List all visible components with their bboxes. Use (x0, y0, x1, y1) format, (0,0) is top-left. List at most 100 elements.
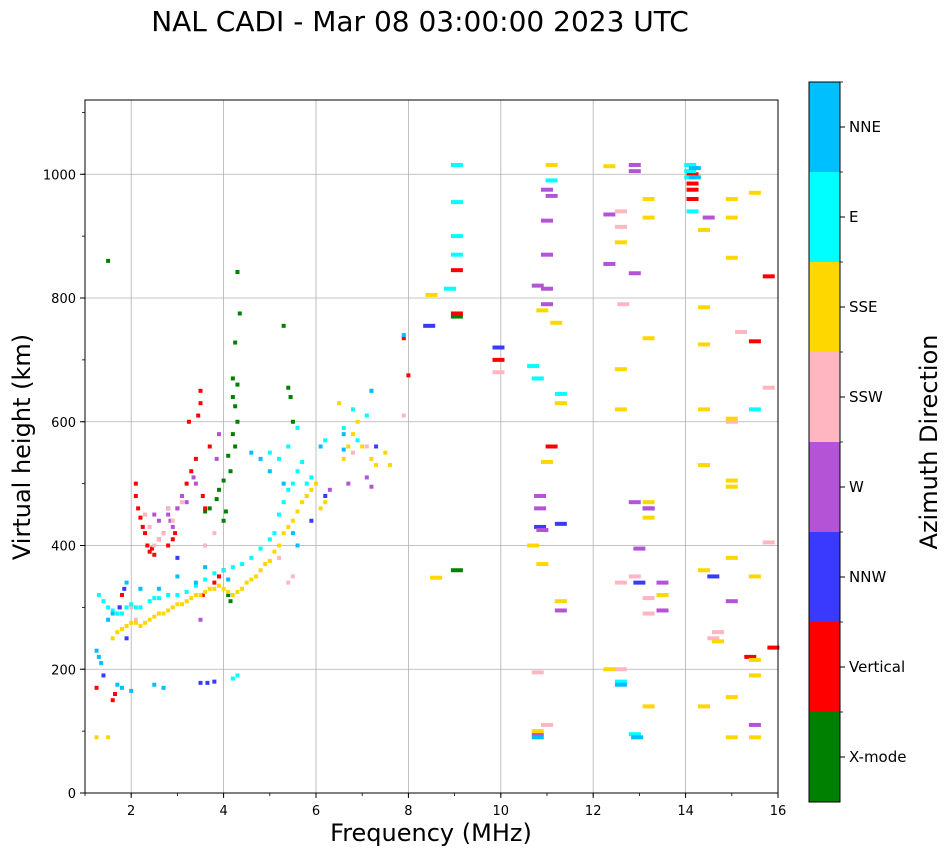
data-point (614, 224, 627, 229)
data-point (133, 620, 138, 625)
data-point (235, 270, 240, 275)
data-point (119, 627, 124, 632)
data-point (698, 342, 711, 347)
data-point (230, 432, 235, 437)
data-point (614, 667, 627, 672)
data-point (221, 478, 226, 483)
data-point (207, 506, 212, 511)
data-point (184, 599, 189, 604)
data-point (725, 478, 738, 483)
data-point (214, 456, 219, 461)
data-point (212, 580, 217, 585)
data-point (725, 255, 738, 260)
y-tick-label: 800 (51, 292, 76, 307)
data-point (318, 444, 323, 449)
data-point (286, 487, 291, 492)
data-point (216, 583, 221, 588)
data-point (425, 292, 438, 297)
data-point (110, 636, 115, 641)
data-point (235, 589, 240, 594)
data-point (221, 586, 226, 591)
data-point (203, 506, 208, 511)
data-point (110, 608, 115, 613)
data-point (698, 227, 711, 232)
data-point (603, 164, 616, 169)
data-point (230, 376, 235, 381)
data-point (554, 401, 567, 406)
data-point (554, 608, 567, 613)
data-point (267, 450, 272, 455)
data-point (642, 197, 655, 201)
data-point (290, 531, 295, 536)
data-point (767, 645, 780, 650)
data-point (642, 215, 655, 220)
data-point (138, 515, 143, 520)
data-point (374, 463, 379, 468)
data-point (203, 565, 208, 570)
data-point (300, 500, 305, 505)
data-point (531, 729, 544, 734)
data-point (684, 169, 697, 174)
colorbar-segment (809, 352, 840, 442)
data-point (198, 388, 203, 393)
data-point (725, 555, 738, 560)
data-point (290, 574, 295, 579)
data-point (628, 574, 641, 579)
data-point (249, 450, 254, 455)
data-point (113, 692, 118, 696)
data-point (281, 323, 286, 328)
data-point (450, 314, 463, 319)
data-point (369, 456, 374, 461)
data-point (725, 695, 738, 700)
data-point (186, 419, 191, 424)
y-tick-label: 0 (68, 787, 76, 802)
x-axis-label: Frequency (MHz) (330, 819, 532, 847)
data-point (101, 673, 106, 678)
data-point (258, 456, 263, 461)
data-point (288, 395, 293, 399)
x-tick-label: 6 (312, 804, 320, 819)
data-point (203, 509, 208, 514)
data-point (136, 506, 141, 511)
data-point (106, 617, 111, 622)
data-point (684, 162, 697, 167)
data-point (698, 704, 711, 709)
data-point (628, 162, 641, 167)
data-points (94, 162, 780, 740)
data-point (642, 515, 655, 520)
data-point (193, 583, 198, 588)
data-point (614, 407, 627, 412)
data-point (686, 172, 699, 177)
data-point (200, 494, 205, 498)
colorbar-segment (809, 622, 840, 712)
data-point (133, 481, 138, 486)
colorbar-segment (809, 262, 840, 352)
data-point (96, 593, 101, 597)
data-point (534, 506, 547, 511)
data-point (450, 252, 463, 257)
data-point (341, 447, 346, 452)
data-point (122, 586, 127, 591)
series-w (152, 162, 761, 737)
data-point (175, 602, 180, 607)
data-point (133, 605, 138, 610)
data-point (94, 648, 99, 653)
plot-frame (84, 99, 779, 794)
data-point (173, 531, 178, 536)
data-point (286, 444, 291, 449)
data-point (286, 580, 291, 585)
data-point (129, 688, 134, 693)
data-point (196, 413, 201, 418)
data-point (212, 571, 217, 576)
data-point (707, 574, 720, 579)
colorbar-tick-label: NNE (849, 118, 881, 136)
data-point (614, 679, 627, 684)
data-point (184, 481, 189, 486)
data-point (226, 589, 231, 594)
data-point (631, 735, 644, 740)
data-point (748, 339, 761, 344)
data-point (240, 562, 245, 567)
data-point (387, 463, 392, 468)
data-point (527, 543, 540, 548)
data-point (656, 608, 669, 613)
